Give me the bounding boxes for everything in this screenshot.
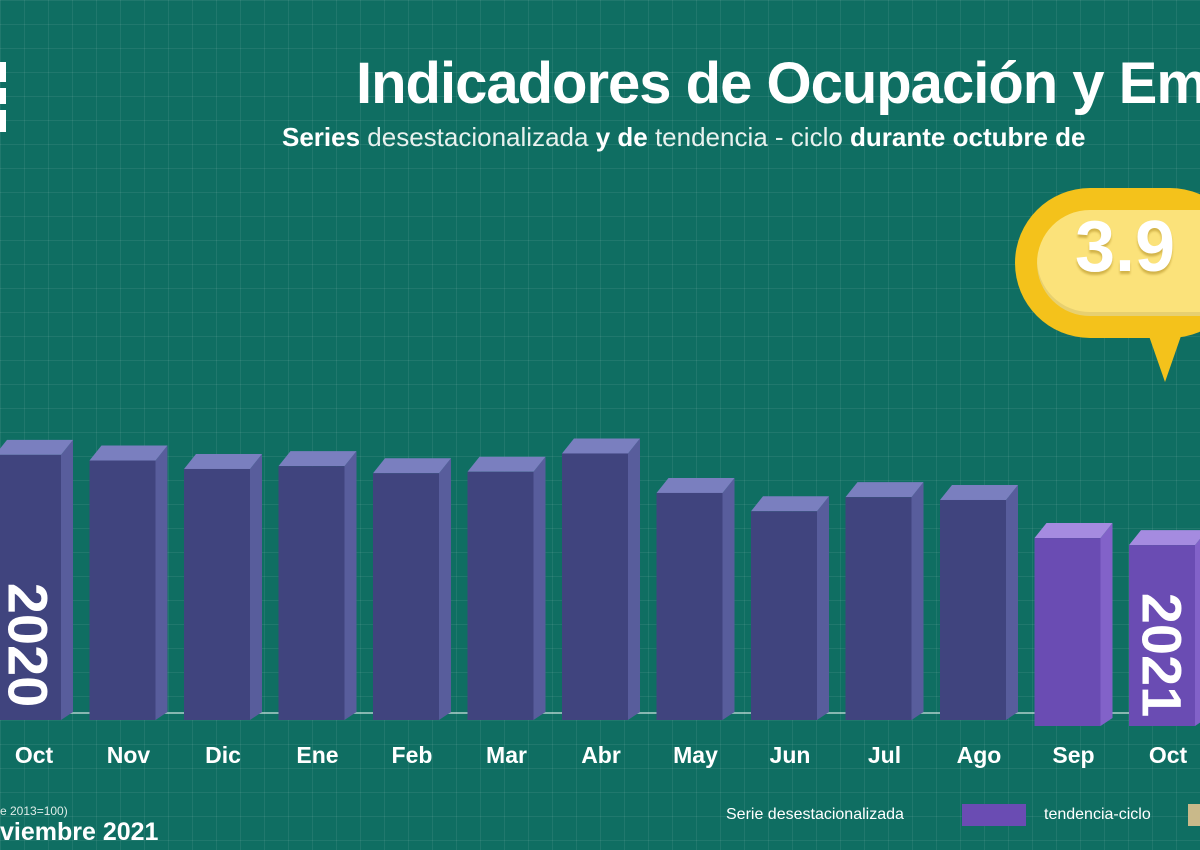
release-date: viembre 2021 xyxy=(0,818,159,846)
x-tick-label: Nov xyxy=(107,742,151,768)
bar-top xyxy=(0,439,73,455)
x-tick-label: May xyxy=(673,742,718,768)
bar-front xyxy=(656,492,723,720)
bar xyxy=(467,456,546,720)
legend-swatch-trend xyxy=(1188,804,1200,826)
logo xyxy=(0,62,16,142)
bar xyxy=(0,439,73,720)
bar xyxy=(1034,523,1113,726)
bar xyxy=(1129,530,1200,726)
bar xyxy=(184,453,262,720)
bar-front xyxy=(0,454,61,720)
bar-front xyxy=(1034,538,1101,726)
bar-top xyxy=(184,453,262,469)
bar-front xyxy=(751,511,817,720)
bar xyxy=(89,445,168,720)
callout-pointer xyxy=(1149,336,1181,382)
x-tick-label: Ago xyxy=(957,742,1002,768)
bar-top xyxy=(1034,523,1113,539)
x-tick-label: Jun xyxy=(770,742,811,768)
bar-side xyxy=(911,482,924,720)
bar-side xyxy=(817,496,829,720)
bar-top xyxy=(751,496,829,512)
bar-side xyxy=(1006,484,1018,720)
bar-side xyxy=(439,458,451,720)
bar-front xyxy=(562,453,628,720)
bar-top xyxy=(562,438,640,454)
bar-top xyxy=(467,456,546,472)
bar-front xyxy=(1129,545,1195,726)
x-tick-label: Oct xyxy=(15,742,54,768)
bar-front xyxy=(184,468,250,720)
base-note: e 2013=100) xyxy=(0,804,68,818)
bar-top xyxy=(89,445,168,461)
x-tick-label: Ene xyxy=(296,742,338,768)
bar xyxy=(940,484,1018,720)
subtitle-part: y de xyxy=(595,122,655,152)
bar xyxy=(373,458,451,720)
bar xyxy=(656,477,735,720)
x-tick-label: Oct xyxy=(1149,742,1188,768)
bar-side xyxy=(61,439,73,720)
bar-front xyxy=(845,497,912,720)
bar-side xyxy=(344,451,357,720)
bar-front xyxy=(940,499,1006,720)
bar-top xyxy=(373,458,451,474)
legend-swatch-seasonal xyxy=(962,804,1026,826)
bar-top xyxy=(845,482,924,498)
bar xyxy=(562,438,640,720)
legend-label-trend: tendencia-ciclo xyxy=(1044,806,1151,823)
bar-top xyxy=(656,477,735,493)
x-tick-label: Abr xyxy=(581,742,621,768)
bar xyxy=(278,451,357,720)
bar-side xyxy=(250,453,262,720)
value-callout-inner xyxy=(1037,210,1200,316)
chart-subtitle: Series desestacionalizada y de tendencia… xyxy=(282,122,1086,153)
bar-top xyxy=(1129,530,1200,546)
bar-front xyxy=(467,471,534,720)
subtitle-part: Series xyxy=(282,122,368,152)
subtitle-part: desestacionalizada xyxy=(367,122,596,152)
bar-side xyxy=(155,445,168,720)
bar-side xyxy=(722,477,735,720)
x-tick-label: Sep xyxy=(1052,742,1094,768)
callout-value: 3.9 xyxy=(1075,207,1176,287)
bar xyxy=(845,482,924,720)
bar-top xyxy=(940,484,1018,500)
bar-top xyxy=(278,451,357,467)
bar-front xyxy=(278,466,345,720)
bar-front xyxy=(373,473,439,720)
chart-title: Indicadores de Ocupación y Emp xyxy=(356,51,1200,116)
bar-side xyxy=(533,456,546,720)
year-label: 2021 xyxy=(1131,593,1194,718)
subtitle-part: tendencia - ciclo xyxy=(654,122,851,152)
bar-side xyxy=(628,438,640,720)
bar-front xyxy=(89,460,156,720)
bar-side xyxy=(1100,523,1113,726)
x-tick-label: Mar xyxy=(486,742,527,768)
x-tick-label: Feb xyxy=(392,742,433,768)
legend-label-seasonal: Serie desestacionalizada xyxy=(726,806,904,823)
value-callout: 3.9 xyxy=(1015,188,1200,338)
year-label: 2020 xyxy=(0,583,60,708)
bar-side xyxy=(1195,538,1200,726)
x-tick-label: Jul xyxy=(868,742,901,768)
subtitle-part: durante octubre de xyxy=(850,122,1086,152)
x-tick-label: Dic xyxy=(205,742,241,768)
bar xyxy=(751,496,829,720)
